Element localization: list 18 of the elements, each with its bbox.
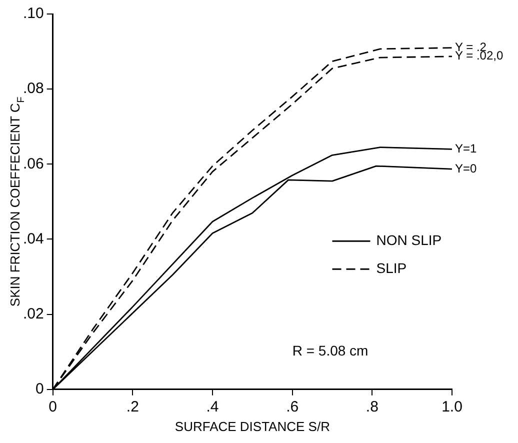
series-label: Y=1 <box>455 141 478 156</box>
x-tick-label: 1.0 <box>442 398 462 416</box>
x-tick-label: .2 <box>126 398 139 416</box>
x-tick-label: .8 <box>366 398 378 416</box>
y-tick-label: .04 <box>22 230 44 248</box>
x-axis-title: SURFACE DISTANCE S/R <box>174 418 330 434</box>
y-tick-label: 0 <box>36 380 44 398</box>
annotation: R = 5.08 cm <box>292 342 368 359</box>
y-tick-label: .06 <box>22 155 44 172</box>
series-label: Y=0 <box>455 161 478 176</box>
y-tick-label: .02 <box>22 305 44 322</box>
x-tick-label: .4 <box>206 398 219 416</box>
annotation: NON SLIP <box>376 232 442 248</box>
x-tick-label: 0 <box>48 398 58 416</box>
y-tick-label: .10 <box>22 5 44 22</box>
annotation: SLIP <box>376 260 407 276</box>
x-tick-label: .6 <box>286 398 299 416</box>
y-tick-label: .08 <box>22 80 44 98</box>
